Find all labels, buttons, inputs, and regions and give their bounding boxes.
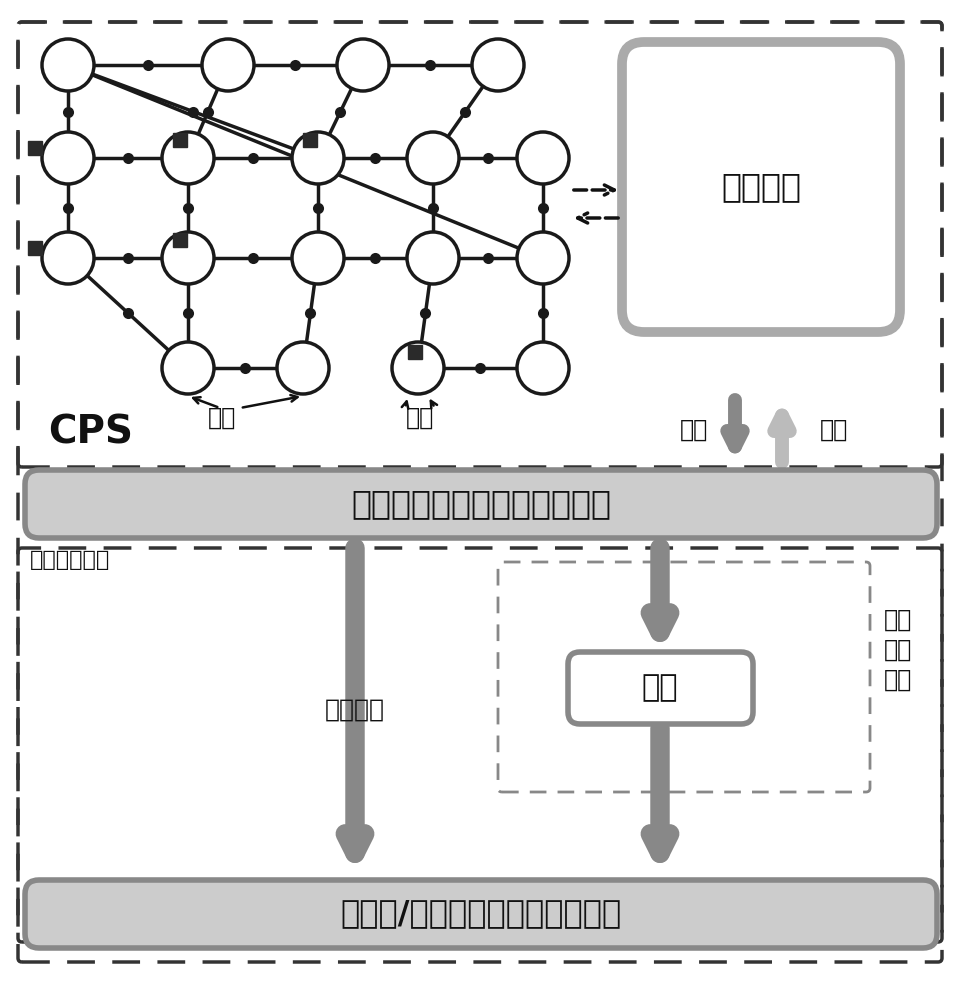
Bar bbox=[28, 241, 42, 255]
Circle shape bbox=[292, 232, 344, 284]
Circle shape bbox=[516, 132, 568, 184]
FancyBboxPatch shape bbox=[622, 42, 899, 332]
Text: CPS: CPS bbox=[48, 413, 133, 451]
Text: 状态数据: 状态数据 bbox=[325, 698, 384, 722]
Bar bbox=[303, 133, 317, 147]
Text: 云端: 云端 bbox=[641, 674, 678, 702]
FancyBboxPatch shape bbox=[25, 880, 936, 948]
Bar bbox=[173, 133, 186, 147]
Circle shape bbox=[516, 232, 568, 284]
Text: 控制: 控制 bbox=[819, 418, 848, 442]
FancyBboxPatch shape bbox=[25, 470, 936, 538]
Circle shape bbox=[391, 342, 444, 394]
Bar bbox=[173, 233, 186, 247]
Circle shape bbox=[42, 39, 94, 91]
Circle shape bbox=[292, 132, 344, 184]
Text: 机构: 机构 bbox=[883, 668, 911, 692]
Text: 传感: 传感 bbox=[679, 418, 707, 442]
Bar bbox=[407, 345, 422, 359]
Text: 数据: 数据 bbox=[883, 608, 911, 632]
Text: （本地/远端）网络安全监测中心: （本地/远端）网络安全监测中心 bbox=[340, 898, 621, 930]
FancyBboxPatch shape bbox=[567, 652, 752, 724]
Bar bbox=[28, 141, 42, 155]
Circle shape bbox=[516, 342, 568, 394]
Text: 安全监测系统: 安全监测系统 bbox=[30, 550, 111, 570]
Circle shape bbox=[407, 232, 458, 284]
Text: 仗表: 仗表 bbox=[406, 406, 433, 430]
Circle shape bbox=[42, 232, 94, 284]
Circle shape bbox=[472, 39, 524, 91]
Circle shape bbox=[161, 342, 213, 394]
Circle shape bbox=[42, 132, 94, 184]
Circle shape bbox=[277, 342, 329, 394]
Text: 通信系统: 通信系统 bbox=[720, 170, 801, 204]
Circle shape bbox=[407, 132, 458, 184]
Circle shape bbox=[161, 132, 213, 184]
Circle shape bbox=[336, 39, 388, 91]
Text: 总线: 总线 bbox=[208, 406, 235, 430]
Text: 传输: 传输 bbox=[883, 638, 911, 662]
Text: 系统状态数据采集与控制中心: 系统状态数据采集与控制中心 bbox=[351, 488, 610, 520]
Circle shape bbox=[161, 232, 213, 284]
Circle shape bbox=[202, 39, 254, 91]
